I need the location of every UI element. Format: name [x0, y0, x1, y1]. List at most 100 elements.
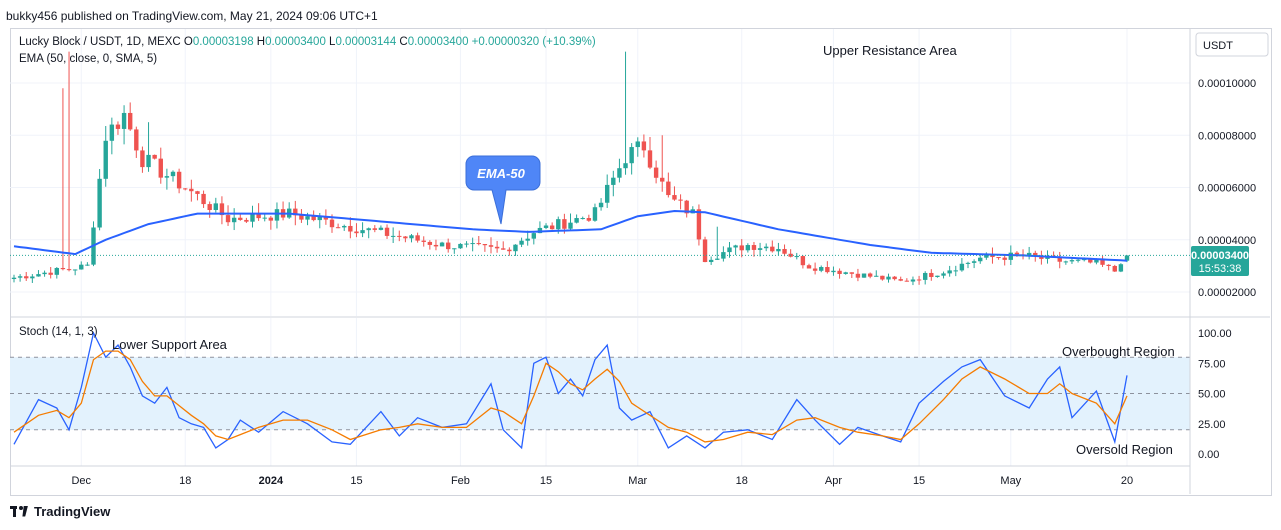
- candle: [231, 208, 237, 231]
- chart-canvas[interactable]: 0.00010000 0.00008000 0.00006000 0.00004000…: [0, 0, 1281, 500]
- upper-resistance-label: Upper Resistance Area: [823, 43, 957, 58]
- candle: [947, 265, 952, 277]
- candle-body: [757, 248, 763, 250]
- candle: [494, 240, 500, 253]
- time-axis-tick: Dec: [71, 475, 91, 487]
- candle: [390, 227, 396, 243]
- candle-body: [1112, 265, 1117, 272]
- price-countdown: 15:53:38: [1199, 263, 1242, 275]
- legend-ohlc-value: 0.00003144: [335, 36, 399, 48]
- candle: [225, 205, 231, 226]
- candle-body: [317, 216, 322, 221]
- candle: [268, 216, 274, 230]
- legend-ohlc-label: O: [184, 36, 193, 48]
- candle-body: [36, 274, 41, 277]
- candle: [672, 186, 677, 201]
- candle-body: [262, 217, 267, 219]
- candle: [470, 237, 475, 252]
- candle-body: [470, 243, 475, 245]
- candle: [916, 275, 922, 285]
- candle: [72, 269, 78, 276]
- candle-body: [574, 218, 579, 223]
- candle: [458, 243, 463, 249]
- candle: [195, 190, 200, 201]
- candle: [874, 270, 879, 277]
- time-axis-tick: Feb: [451, 475, 470, 487]
- candle-body: [880, 275, 885, 280]
- candle-body: [366, 228, 371, 231]
- candle: [941, 271, 946, 279]
- ema-callout: EMA-50: [465, 155, 541, 225]
- candle: [635, 137, 640, 157]
- candle: [825, 261, 830, 274]
- candle: [17, 274, 23, 282]
- candle-body: [140, 150, 145, 168]
- legend-ohlc-value: 0.00003400: [408, 36, 472, 48]
- price-axis-tick: 0.00006000: [1198, 183, 1256, 195]
- candle: [445, 238, 451, 253]
- stoch-background-band: [10, 357, 1190, 430]
- candle-body: [831, 270, 836, 273]
- candle-body: [109, 124, 115, 141]
- candle: [1057, 251, 1062, 269]
- candle-body: [531, 233, 537, 239]
- candle: [348, 217, 353, 239]
- candle-body: [403, 236, 408, 239]
- candle: [79, 261, 84, 270]
- candle-body: [586, 218, 592, 221]
- candle-body: [164, 176, 170, 178]
- candle-body: [837, 270, 842, 274]
- candle: [617, 158, 622, 183]
- candle: [647, 136, 653, 170]
- candle-body: [947, 270, 952, 274]
- candle-body: [513, 244, 518, 252]
- candle: [183, 187, 188, 191]
- candle: [256, 203, 261, 221]
- candle: [274, 202, 280, 229]
- candle-body: [97, 178, 102, 228]
- candle: [978, 255, 983, 264]
- candle-body: [666, 181, 671, 196]
- candle-body: [488, 245, 494, 247]
- candle: [519, 237, 524, 248]
- candle-body: [452, 248, 457, 250]
- legend-symbol-line: Lucky Block / USDT, 1D, MEXC O0.00003198…: [19, 36, 596, 48]
- candle: [513, 244, 518, 256]
- candle-body: [225, 215, 231, 223]
- legend-ohlc-label: H: [257, 36, 265, 48]
- candle-body: [17, 276, 23, 278]
- candle: [170, 170, 176, 182]
- candle-body: [733, 245, 738, 248]
- candle-body: [397, 235, 402, 237]
- candle-body: [54, 267, 60, 275]
- candle: [800, 255, 806, 269]
- candle-body: [183, 188, 188, 190]
- candle: [262, 214, 267, 222]
- candle: [244, 217, 249, 223]
- candle: [867, 272, 873, 279]
- candle: [531, 231, 537, 245]
- candle-body: [1039, 255, 1044, 259]
- candle: [715, 226, 720, 260]
- candle-body: [293, 208, 298, 216]
- candle-body: [464, 243, 469, 245]
- candle: [60, 88, 66, 271]
- candle-body: [867, 273, 873, 277]
- time-axis-tick: 20: [1121, 475, 1133, 487]
- candle-body: [739, 245, 744, 251]
- currency-button-label: USDT: [1203, 40, 1233, 52]
- candle-body: [874, 275, 879, 277]
- candle-body: [782, 248, 787, 254]
- candle: [207, 201, 212, 218]
- candle: [121, 105, 127, 145]
- tradingview-footer[interactable]: TradingView: [10, 504, 110, 519]
- candle: [109, 117, 115, 155]
- candle-body: [72, 269, 78, 271]
- candle: [409, 233, 414, 243]
- candle: [286, 202, 292, 219]
- candle: [971, 259, 977, 269]
- candle-body: [604, 184, 610, 203]
- candle: [604, 174, 610, 208]
- candle-body: [727, 247, 732, 253]
- candle: [592, 203, 598, 222]
